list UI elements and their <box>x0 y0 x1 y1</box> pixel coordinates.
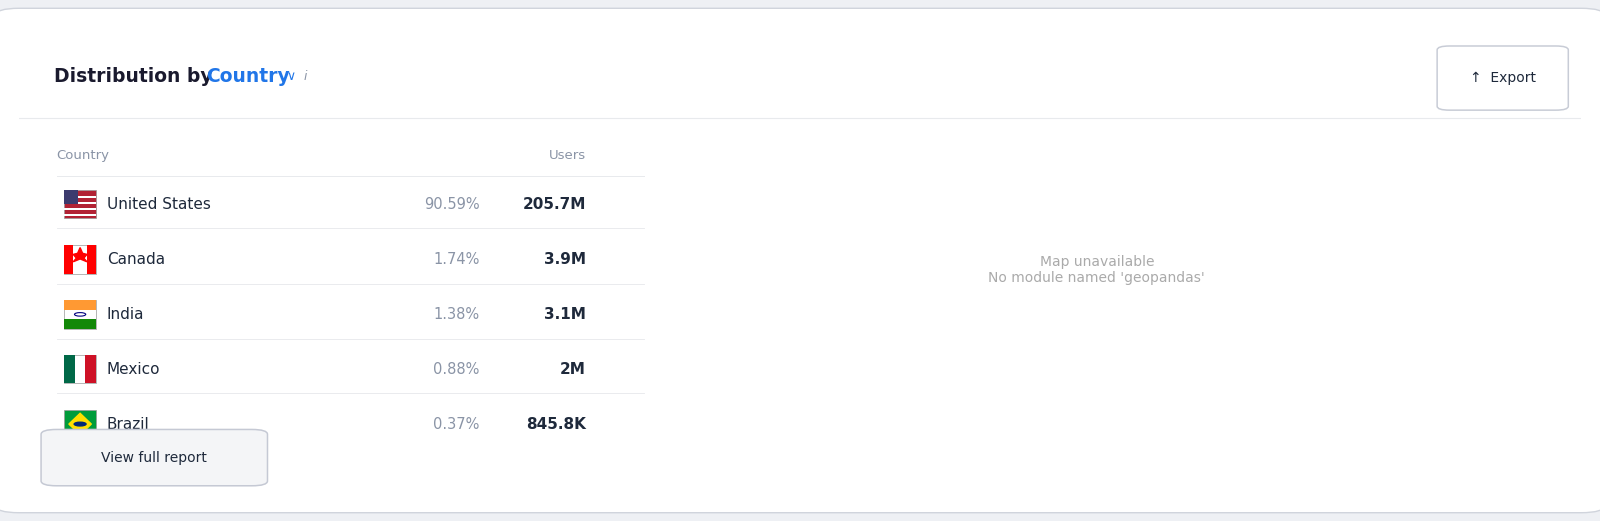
Text: 3.1M: 3.1M <box>544 307 586 322</box>
Text: 90.59%: 90.59% <box>424 197 480 212</box>
FancyBboxPatch shape <box>64 319 96 329</box>
FancyBboxPatch shape <box>64 214 96 216</box>
Text: 0.88%: 0.88% <box>434 362 480 377</box>
FancyBboxPatch shape <box>64 245 96 274</box>
Text: ↑  Export: ↑ Export <box>1470 71 1536 85</box>
FancyBboxPatch shape <box>85 355 96 383</box>
Text: Users: Users <box>549 148 586 162</box>
Text: 845.8K: 845.8K <box>526 417 586 431</box>
Text: ∨: ∨ <box>286 70 296 83</box>
FancyBboxPatch shape <box>64 190 96 218</box>
FancyBboxPatch shape <box>86 245 96 274</box>
FancyBboxPatch shape <box>64 207 96 210</box>
FancyBboxPatch shape <box>64 355 96 383</box>
Polygon shape <box>74 247 86 262</box>
FancyBboxPatch shape <box>42 429 267 486</box>
Text: Country: Country <box>206 67 290 86</box>
FancyBboxPatch shape <box>64 355 75 383</box>
FancyBboxPatch shape <box>64 202 96 204</box>
FancyBboxPatch shape <box>1437 46 1568 110</box>
Text: 1.38%: 1.38% <box>434 307 480 322</box>
FancyBboxPatch shape <box>64 190 78 204</box>
Text: Canada: Canada <box>107 252 165 267</box>
Text: i: i <box>304 70 307 83</box>
Text: 0.37%: 0.37% <box>434 417 480 431</box>
Text: Map unavailable
No module named 'geopandas': Map unavailable No module named 'geopand… <box>989 255 1205 284</box>
Polygon shape <box>69 413 91 435</box>
Text: India: India <box>107 307 144 322</box>
FancyBboxPatch shape <box>64 410 96 438</box>
Text: 1.74%: 1.74% <box>434 252 480 267</box>
Text: Distribution by: Distribution by <box>53 67 219 86</box>
FancyBboxPatch shape <box>64 196 96 198</box>
Circle shape <box>74 422 86 426</box>
FancyBboxPatch shape <box>0 8 1600 513</box>
Text: United States: United States <box>107 197 211 212</box>
Text: Brazil: Brazil <box>107 417 149 431</box>
FancyBboxPatch shape <box>64 300 96 309</box>
FancyBboxPatch shape <box>64 300 96 329</box>
Text: 2M: 2M <box>560 362 586 377</box>
Text: 205.7M: 205.7M <box>523 197 586 212</box>
Text: Mexico: Mexico <box>107 362 160 377</box>
Text: Country: Country <box>56 148 110 162</box>
Text: 3.9M: 3.9M <box>544 252 586 267</box>
FancyBboxPatch shape <box>64 245 74 274</box>
Text: View full report: View full report <box>101 451 208 465</box>
